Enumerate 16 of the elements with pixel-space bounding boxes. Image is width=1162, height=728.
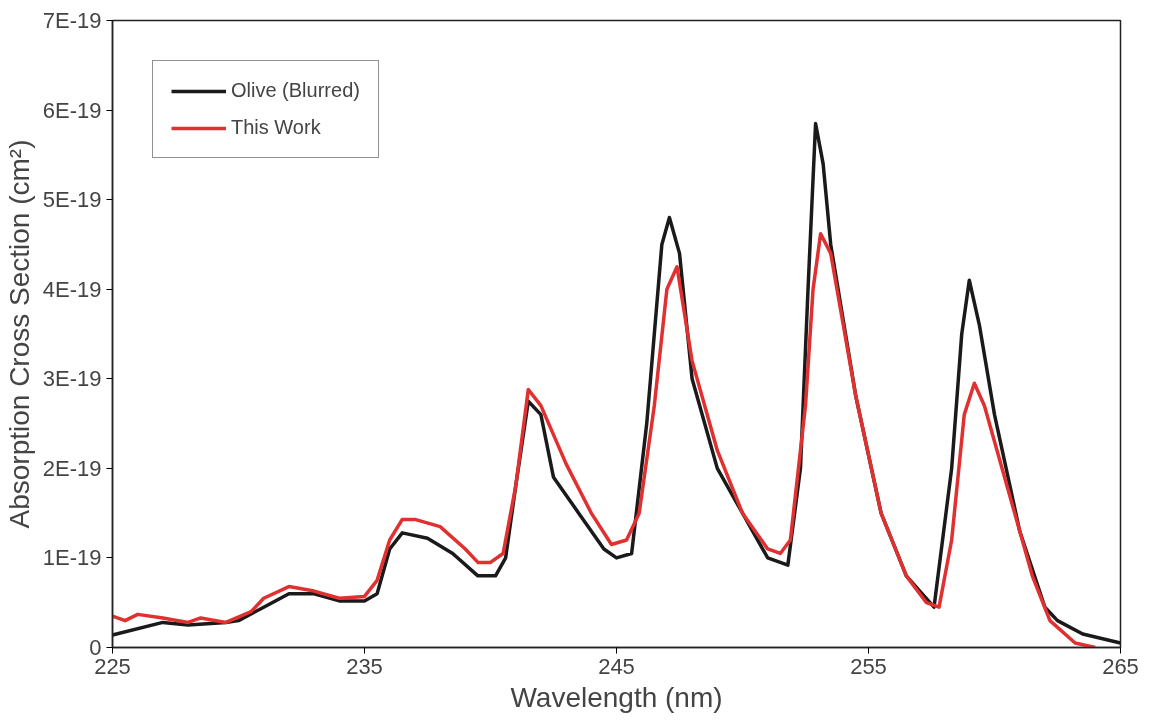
y-tick-label: 3E-19 — [42, 366, 102, 392]
y-tick-label: 4E-19 — [42, 276, 102, 302]
x-tick-label: 245 — [598, 653, 635, 679]
y-tick-label: 6E-19 — [42, 97, 102, 123]
x-tick-label: 235 — [346, 653, 383, 679]
y-tick-label: 0 — [89, 635, 102, 660]
y-tick-label: 2E-19 — [42, 455, 102, 481]
y-tick-label: 7E-19 — [42, 8, 102, 33]
x-tick-label: 255 — [850, 653, 887, 679]
x-tick-label: 265 — [1102, 653, 1139, 679]
legend-label: Olive (Blurred) — [231, 79, 360, 102]
x-axis-title: Wavelength (nm) — [510, 681, 723, 713]
legend-label: This Work — [231, 116, 321, 139]
y-tick-label: 1E-19 — [42, 545, 102, 571]
y-tick-label: 5E-19 — [42, 187, 102, 213]
y-axis-title: Absorption Cross Section (cm²) — [3, 139, 35, 529]
